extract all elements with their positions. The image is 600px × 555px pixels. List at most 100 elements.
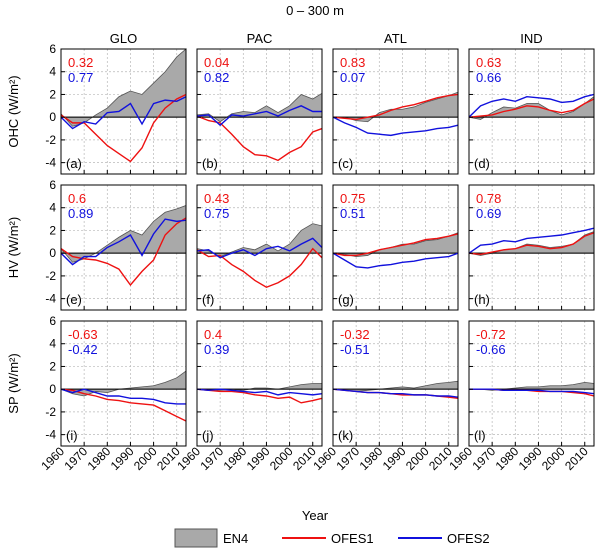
x-tick-label: 1970 (197, 444, 226, 473)
x-tick-label: 1990 (380, 444, 409, 473)
column-title-ind: IND (520, 31, 542, 46)
series-ofes1-line (60, 388, 187, 422)
panel-label: (k) (338, 428, 353, 443)
x-tick-label: 2000 (131, 444, 160, 473)
y-tick-label: -2 (45, 405, 56, 419)
correlation-ofes2: -0.42 (68, 342, 98, 357)
legend: EN4 OFES1 OFES2 (174, 528, 490, 548)
y-tick-label: -2 (45, 269, 56, 283)
series-ofes1-line (196, 388, 323, 404)
panel-label: (g) (338, 292, 354, 307)
series-ofes2-line (60, 96, 187, 130)
x-tick-label: 2010 (562, 444, 591, 473)
panel-frame (196, 320, 323, 447)
correlation-ofes2: -0.51 (340, 342, 370, 357)
panel-label: (c) (338, 156, 353, 171)
correlation-ofes2: 0.66 (476, 70, 501, 85)
panel-d: 0.630.66 (d) (468, 48, 595, 175)
x-tick-label: 2000 (403, 444, 432, 473)
correlation-ofes1: 0.4 (204, 327, 222, 342)
panel-h: 0.780.69 (h) (468, 184, 595, 311)
correlation-ofes1: 0.43 (204, 191, 229, 206)
correlation-ofes1: 0.32 (68, 55, 93, 70)
series-ofes2-line (60, 388, 186, 405)
x-tick-label: 1960 (446, 444, 475, 473)
series-ofes2-line (196, 388, 323, 396)
panel-i: -4-20246196019701980199020002010-0.63-0.… (38, 314, 187, 473)
y-tick-label: 4 (49, 65, 56, 79)
panel-a: -4 -2 0 2 4 6 0.320.77 (a) (45, 42, 187, 175)
row-label-sp: SP (W/m²) (6, 353, 21, 413)
correlation-ofes1: 0.83 (340, 55, 365, 70)
series-ofes1-line (468, 98, 595, 118)
panel-frame (196, 184, 323, 311)
row-label-hv: HV (W/m²) (6, 217, 21, 278)
legend-label-en4: EN4 (223, 531, 248, 546)
column-title-glo: GLO (110, 31, 137, 46)
legend-swatch-en4 (174, 528, 218, 548)
y-tick-label: 6 (49, 42, 56, 56)
series-en4-area (333, 91, 459, 123)
series-en4-area (468, 95, 595, 120)
panel-frame (468, 184, 595, 311)
y-tick-label: 6 (49, 178, 56, 192)
correlation-ofes1: -0.63 (68, 327, 98, 342)
panel-g: 0.750.51 (g) (332, 184, 459, 311)
correlation-ofes2: 0.51 (340, 206, 365, 221)
correlation-ofes1: -0.72 (476, 327, 506, 342)
series-en4-area (196, 223, 323, 258)
x-tick-label: 1960 (310, 444, 339, 473)
y-tick-label: -2 (45, 133, 56, 147)
panel-label: (a) (66, 156, 82, 171)
panel-label: (f) (202, 292, 214, 307)
y-tick-label: 2 (49, 87, 56, 101)
series-ofes2-line (332, 388, 459, 398)
y-tick-label: 4 (49, 201, 56, 215)
series-ofes2-line (60, 218, 187, 266)
x-tick-label: 1980 (357, 444, 386, 473)
panel-frame (332, 320, 459, 447)
series-ofes2-line (332, 252, 459, 269)
x-tick-label: 1990 (516, 444, 545, 473)
series-en4-area (60, 370, 187, 397)
series-ofes2-line (468, 93, 595, 118)
legend-label-ofes2: OFES2 (447, 531, 490, 546)
panel-f: 0.430.75 (f) (196, 184, 323, 311)
x-tick-label: 1980 (85, 444, 114, 473)
x-tick-label: 1990 (108, 444, 137, 473)
panel-label: (b) (202, 156, 218, 171)
series-en4-area (196, 92, 323, 123)
y-tick-label: 2 (49, 223, 56, 237)
series-en4-area (332, 380, 459, 392)
panel-e: -4 -2 0 2 4 6 0.60.89 (e) (45, 178, 187, 311)
column-title-pac: PAC (247, 31, 273, 46)
y-tick-label: -4 (45, 428, 56, 442)
y-tick-label: 4 (49, 337, 56, 351)
y-tick-label: 2 (49, 359, 56, 373)
column-title-atl: ATL (384, 31, 407, 46)
correlation-ofes2: -0.66 (476, 342, 506, 357)
x-axis-title: Year (302, 508, 329, 523)
panel-label: (l) (474, 428, 486, 443)
panel-frame (60, 48, 187, 175)
panel-frame (468, 48, 595, 175)
series-ofes2-line (196, 105, 322, 127)
figure-title: 0 – 300 m (286, 3, 344, 18)
panel-frame (468, 320, 595, 447)
panel-label: (h) (474, 292, 490, 307)
series-ofes2-line (469, 388, 595, 395)
panel-label: (i) (66, 428, 78, 443)
series-ofes1-line (468, 232, 595, 256)
x-tick-label: 1970 (61, 444, 90, 473)
x-tick-label: 1980 (221, 444, 250, 473)
y-tick-label: -4 (45, 156, 56, 170)
correlation-ofes2: 0.89 (68, 206, 93, 221)
x-tick-label: 1970 (469, 444, 498, 473)
correlation-ofes2: 0.39 (204, 342, 229, 357)
panel-label: (d) (474, 156, 490, 171)
series-en4-area (469, 381, 595, 391)
series-ofes1-line (196, 115, 323, 162)
